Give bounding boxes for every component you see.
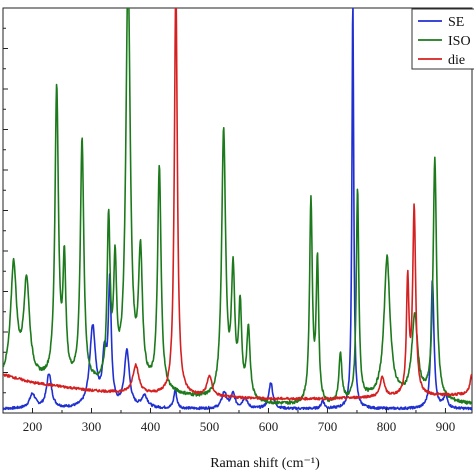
plot-frame (2, 7, 473, 414)
series-line-se (3, 8, 472, 411)
x-tick-label: 200 (23, 419, 43, 434)
legend-label-iso: ISO (448, 34, 471, 49)
x-tick-label: 500 (200, 419, 220, 434)
series-line-die (3, 8, 472, 401)
x-tick-label: 600 (259, 419, 279, 434)
x-axis-title: Raman shift (cm⁻¹) (210, 456, 320, 471)
x-tick-label: 400 (141, 419, 161, 434)
x-tick-label: 800 (377, 419, 397, 434)
legend-label-die: die (448, 53, 465, 68)
series-line-iso (3, 8, 472, 405)
x-tick-label: 900 (436, 419, 456, 434)
x-tick-label: 700 (318, 419, 338, 434)
legend: SE ISO die (411, 8, 474, 70)
x-tick-label: 300 (82, 419, 102, 434)
legend-label-se: SE (448, 15, 464, 30)
